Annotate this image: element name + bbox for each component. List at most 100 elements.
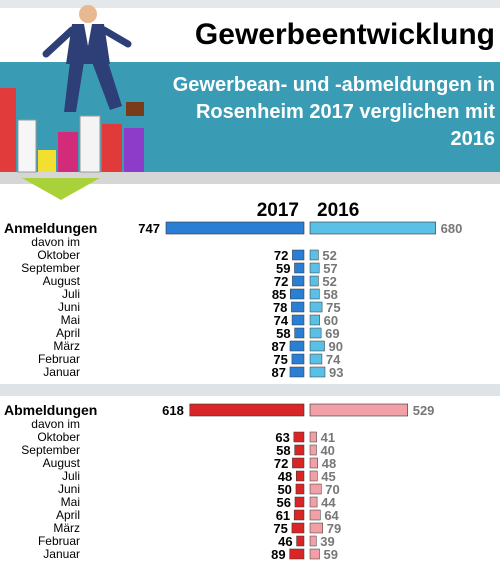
bar-2016-abmeldungen <box>309 483 322 495</box>
total-bar-2017-anmeldungen <box>165 221 305 235</box>
bar-2016-anmeldungen <box>309 301 323 313</box>
value-2017-abmeldungen: 58 <box>276 443 290 458</box>
value-2016-abmeldungen: 41 <box>321 430 335 445</box>
value-2017-abmeldungen: 56 <box>276 495 290 510</box>
series-label-2017: 2017 <box>257 200 299 221</box>
bar-2017-abmeldungen <box>294 444 305 456</box>
value-2017-anmeldungen: 74 <box>274 313 289 328</box>
bar-2016-anmeldungen <box>309 314 320 326</box>
header-underband <box>0 172 500 184</box>
month-label-abmeldungen: August <box>43 456 81 470</box>
month-label-anmeldungen: Juni <box>58 300 80 314</box>
month-label-anmeldungen: Mai <box>61 313 80 327</box>
bar-2016-abmeldungen <box>309 496 318 508</box>
month-label-anmeldungen: Oktober <box>37 248 80 262</box>
value-2017-anmeldungen: 85 <box>272 287 286 302</box>
value-2016-anmeldungen: 90 <box>329 339 343 354</box>
value-2016-abmeldungen: 40 <box>320 443 334 458</box>
subtitle-line-2: Rosenheim 2017 verglichen mit <box>195 101 495 123</box>
value-2016-anmeldungen: 52 <box>322 248 336 263</box>
group-label-abmeldungen: Abmeldungen <box>4 402 97 418</box>
top-strip <box>0 0 500 8</box>
value-2017-anmeldungen: 75 <box>273 352 287 367</box>
deco-bar-purple <box>124 128 144 172</box>
section-divider <box>0 384 500 396</box>
bar-2016-anmeldungen <box>309 288 320 300</box>
value-2016-anmeldungen: 60 <box>324 313 338 328</box>
bar-2016-abmeldungen <box>309 457 318 469</box>
bar-2016-abmeldungen <box>309 509 321 521</box>
subtitle: Gewerbean- und -abmeldungen in Rosenheim… <box>150 72 495 153</box>
value-2016-abmeldungen: 64 <box>324 508 339 523</box>
bar-2016-abmeldungen <box>309 431 317 443</box>
bar-2016-abmeldungen <box>309 470 318 482</box>
bar-2017-abmeldungen <box>291 522 305 534</box>
deco-bar-yellow <box>38 150 56 172</box>
value-2017-anmeldungen: 72 <box>274 274 288 289</box>
month-label-anmeldungen: September <box>21 261 80 275</box>
bar-2016-anmeldungen <box>309 275 319 287</box>
subtitle-line-3: 2016 <box>450 128 496 150</box>
bar-2017-anmeldungen <box>294 327 305 339</box>
value-2016-abmeldungen: 79 <box>327 521 341 536</box>
value-2017-anmeldungen: 78 <box>273 300 287 315</box>
page-title: Gewerbeentwicklung <box>194 18 495 51</box>
value-2017-anmeldungen: 58 <box>276 326 290 341</box>
month-label-anmeldungen: Juli <box>62 287 80 301</box>
bar-2017-anmeldungen <box>292 275 305 287</box>
value-2017-abmeldungen: 63 <box>275 430 289 445</box>
total-bar-2016-anmeldungen <box>309 221 436 235</box>
bar-2017-abmeldungen <box>289 548 305 560</box>
bar-2017-abmeldungen <box>292 457 305 469</box>
month-label-abmeldungen: Mai <box>61 495 80 509</box>
month-label-abmeldungen: März <box>53 521 80 535</box>
bar-2016-anmeldungen <box>309 366 326 378</box>
value-2016-abmeldungen: 39 <box>320 534 334 549</box>
total-value-2017-anmeldungen: 747 <box>138 221 160 236</box>
month-label-anmeldungen: März <box>53 339 80 353</box>
value-2016-anmeldungen: 57 <box>323 261 337 276</box>
bar-2016-anmeldungen <box>309 249 319 261</box>
value-2016-anmeldungen: 93 <box>329 365 343 380</box>
bar-2017-abmeldungen <box>296 470 305 482</box>
businessman-icon <box>42 5 144 116</box>
series-label-2016: 2016 <box>317 200 359 221</box>
value-2017-anmeldungen: 87 <box>271 365 285 380</box>
month-label-anmeldungen: April <box>56 326 80 340</box>
sub-label-anmeldungen: davon im <box>31 235 80 249</box>
bar-2017-anmeldungen <box>294 262 305 274</box>
deco-bar-magenta <box>58 132 78 172</box>
value-2016-abmeldungen: 44 <box>321 495 336 510</box>
bar-2017-anmeldungen <box>292 249 305 261</box>
value-2016-abmeldungen: 59 <box>324 547 338 562</box>
total-value-2017-abmeldungen: 618 <box>162 403 184 418</box>
bar-2016-abmeldungen <box>309 548 320 560</box>
value-2017-abmeldungen: 46 <box>278 534 292 549</box>
bar-2017-anmeldungen <box>289 340 305 352</box>
value-2017-abmeldungen: 61 <box>276 508 290 523</box>
bar-2017-anmeldungen <box>291 353 305 365</box>
total-bar-2017-abmeldungen <box>189 403 305 417</box>
value-2016-anmeldungen: 69 <box>325 326 339 341</box>
bar-2016-anmeldungen <box>309 353 323 365</box>
green-triangle <box>22 178 100 200</box>
value-2017-anmeldungen: 59 <box>276 261 290 276</box>
month-label-abmeldungen: Juni <box>58 482 80 496</box>
value-2016-abmeldungen: 70 <box>325 482 339 497</box>
month-label-abmeldungen: September <box>21 443 80 457</box>
deco-bar-white <box>17 119 37 173</box>
group-label-anmeldungen: Anmeldungen <box>4 220 97 236</box>
bar-2017-abmeldungen <box>294 496 305 508</box>
bar-2017-anmeldungen <box>290 288 305 300</box>
deco-bar-white-2 <box>79 115 101 173</box>
month-label-abmeldungen: Februar <box>38 534 80 548</box>
month-label-anmeldungen: August <box>43 274 81 288</box>
total-bar-2016-abmeldungen <box>309 403 409 417</box>
value-2016-abmeldungen: 48 <box>322 456 336 471</box>
value-2016-anmeldungen: 52 <box>322 274 336 289</box>
bar-2017-abmeldungen <box>296 535 305 547</box>
value-2017-abmeldungen: 48 <box>278 469 292 484</box>
